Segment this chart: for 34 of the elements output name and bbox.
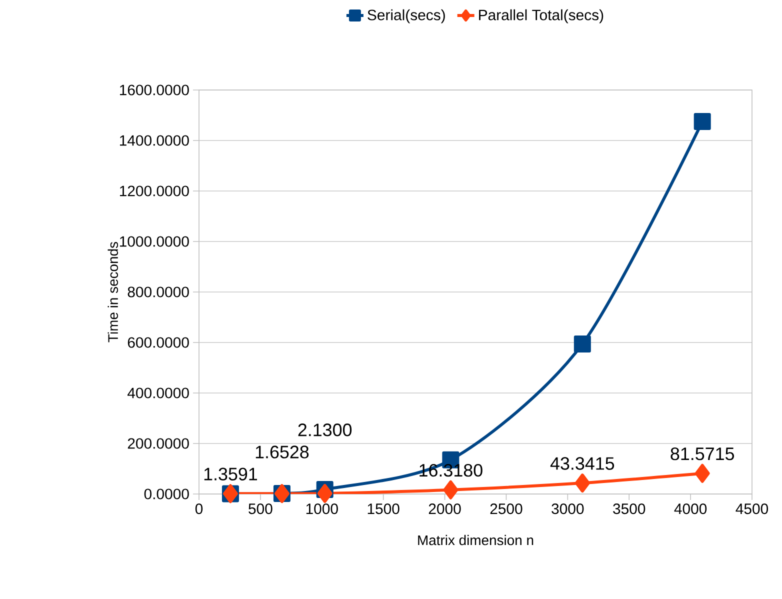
x-tick-label: 3500	[613, 504, 646, 514]
x-tick-label: 2000	[428, 504, 461, 514]
y-tick-label: 0.0000	[144, 488, 189, 500]
x-tick-label: 500	[248, 504, 272, 514]
x-axis-title: Matrix dimension n	[418, 534, 534, 546]
data-label: 81.5715	[670, 447, 734, 460]
data-label: 43.3415	[550, 457, 614, 470]
x-tick-label: 1500	[368, 504, 400, 514]
y-tick-label: 800.0000	[128, 286, 189, 298]
point	[443, 480, 458, 500]
point	[694, 464, 710, 483]
x-tick-label: 4000	[674, 504, 707, 514]
point	[574, 336, 591, 352]
y-tick-label: 1400.0000	[120, 135, 189, 146]
legend-label: Serial(secs)	[368, 9, 445, 24]
y-tick-label: 1000.0000	[120, 236, 189, 247]
y-tick-label: 200.0000	[128, 438, 189, 449]
point	[574, 474, 590, 493]
data-label: 1.6528	[256, 446, 309, 458]
x-tick-label: 3000	[552, 504, 584, 514]
point	[694, 113, 711, 130]
point	[317, 484, 332, 503]
y-tick-label: 400.0000	[128, 388, 189, 398]
x-tick-label: 2500	[490, 504, 522, 514]
y-axis-title: Time in seconds	[108, 242, 118, 342]
x-tick-label: 0	[195, 504, 203, 514]
data-label: 1.3591	[204, 468, 258, 480]
legend-label: Parallel Total(secs)	[479, 9, 604, 24]
data-label: 2.1300	[298, 424, 352, 436]
x-tick-label: 1000	[306, 504, 338, 514]
y-tick-label: 600.0000	[128, 337, 189, 348]
x-tick-label: 4500	[736, 504, 768, 514]
y-tick-label: 1600.0000	[120, 84, 189, 96]
y-tick-label: 1200.0000	[120, 186, 189, 196]
